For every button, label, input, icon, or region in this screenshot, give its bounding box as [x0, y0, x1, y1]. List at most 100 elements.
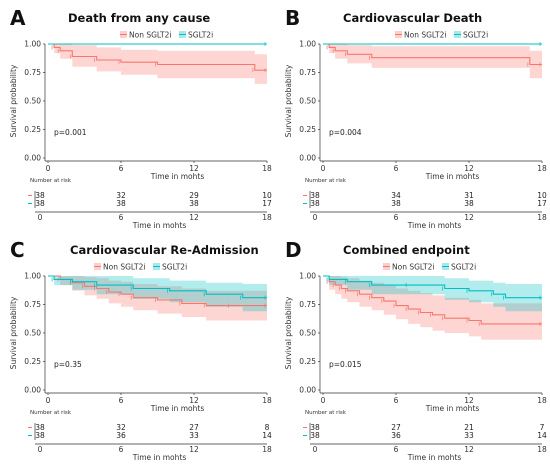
risk-x-axis-title: Time in mohts: [132, 221, 187, 230]
at-risk-count: 10: [537, 191, 547, 200]
risk-x-axis-title: Time in mohts: [407, 221, 462, 230]
y-tick-label: 0.00: [24, 386, 41, 395]
x-tick-label: 6: [119, 396, 124, 405]
legend: Non SGLT2i SGLT2i: [120, 31, 213, 40]
risk-table-heading: Number at risk: [305, 178, 347, 184]
at-risk-count: 29: [189, 191, 199, 200]
x-tick-label: 6: [394, 164, 399, 173]
y-tick-label: 0.50: [299, 329, 316, 338]
at-risk-count: 17: [537, 199, 547, 208]
x-axis-title: Time in mohts: [425, 404, 480, 413]
risk-x-tick-label: 0: [38, 213, 43, 222]
at-risk-count: 38: [35, 431, 45, 440]
confidence-band: [323, 44, 542, 79]
risk-x-tick-label: 0: [313, 445, 318, 454]
y-tick-label: 0.75: [24, 300, 41, 309]
risk-x-axis-title: Time in mohts: [132, 453, 187, 462]
legend-label: SGLT2i: [188, 31, 213, 40]
at-risk-count: 38: [35, 191, 45, 200]
at-risk-count: 7: [540, 423, 545, 432]
y-tick-label: 0.50: [299, 97, 316, 106]
y-tick-label: 0.25: [299, 357, 316, 366]
risk-x-tick-label: 12: [189, 213, 199, 222]
x-tick-label: 18: [262, 164, 272, 173]
at-risk-count: 34: [391, 191, 401, 200]
at-risk-count: 14: [262, 431, 272, 440]
y-tick-label: 0.00: [299, 386, 316, 395]
y-tick-label: 0.00: [24, 154, 41, 163]
at-risk-count: 38: [310, 431, 320, 440]
risk-x-tick-label: 12: [464, 213, 474, 222]
panel-letter: A: [10, 6, 26, 30]
risk-table-heading: Number at risk: [30, 410, 72, 416]
y-axis-title: Survival probability: [284, 296, 293, 369]
y-tick-label: 0.50: [24, 329, 41, 338]
legend-label: SGLT2i: [463, 31, 488, 40]
at-risk-count: 38: [189, 199, 199, 208]
risk-table-heading: Number at risk: [30, 178, 72, 184]
at-risk-count: 38: [464, 199, 474, 208]
axes: 0.00 0.25 0.50 0.75 1.00 0 6 12 18 Time in mohts S…: [284, 272, 547, 413]
p-value: p=0.004: [329, 128, 362, 137]
x-axis-title: Time in mohts: [425, 172, 480, 181]
survival-curve: [323, 43, 542, 66]
y-tick-label: 0.25: [24, 125, 41, 134]
y-tick-label: 0.75: [299, 300, 316, 309]
survival-curve: [323, 275, 542, 325]
y-tick-label: 1.00: [24, 272, 41, 281]
panel-death-any-cause: A Death from any cause Non SGLT2i SGLT2i 0.0…: [0, 0, 275, 232]
panel-letter: D: [285, 238, 302, 262]
risk-x-tick-label: 6: [119, 213, 124, 222]
at-risk-count: 38: [310, 423, 320, 432]
km-chart: A Death from any cause Non SGLT2i SGLT2i 0.0…: [9, 6, 272, 230]
risk-x-tick-label: 6: [394, 445, 399, 454]
at-risk-count: 27: [391, 423, 401, 432]
at-risk-count: 38: [35, 199, 45, 208]
risk-table-heading: Number at risk: [305, 410, 347, 416]
risk-table: Number at risk 38 32 27 8 38 36 33 14 0 6 12 18 Time …: [28, 410, 272, 462]
x-axis-title: Time in mohts: [150, 172, 205, 181]
x-axis-title: Time in mohts: [150, 404, 205, 413]
x-tick-label: 18: [537, 164, 547, 173]
p-value: p=0.001: [54, 128, 87, 137]
at-risk-count: 38: [35, 423, 45, 432]
y-axis-title: Survival probability: [284, 64, 293, 137]
x-tick-label: 12: [189, 164, 199, 173]
panel-cardiovascular-death: B Cardiovascular Death Non SGLT2i SGLT2i 0.0…: [275, 0, 550, 232]
risk-x-tick-label: 12: [464, 445, 474, 454]
at-risk-count: 31: [464, 191, 474, 200]
x-tick-label: 12: [464, 396, 474, 405]
panel-title: Death from any cause: [68, 11, 210, 25]
legend: Non SGLT2i SGLT2i: [94, 263, 187, 272]
at-risk-count: 38: [116, 199, 126, 208]
at-risk-count: 8: [265, 423, 270, 432]
risk-x-axis-title: Time in mohts: [407, 453, 462, 462]
y-tick-label: 0.25: [299, 125, 316, 134]
at-risk-count: 32: [116, 423, 126, 432]
x-tick-label: 6: [119, 164, 124, 173]
panel-cardiovascular-readmission: C Cardiovascular Re-Admission Non SGLT2i SG…: [0, 232, 275, 464]
y-axis-title: Survival probability: [9, 64, 18, 137]
risk-x-tick-label: 18: [262, 213, 272, 222]
y-tick-label: 1.00: [24, 40, 41, 49]
at-risk-count: 21: [464, 423, 474, 432]
km-chart: C Cardiovascular Re-Admission Non SGLT2i SG…: [9, 238, 272, 462]
x-tick-label: 6: [394, 396, 399, 405]
survival-curve: [323, 275, 542, 299]
panel-letter: B: [285, 6, 300, 30]
y-tick-label: 1.00: [299, 272, 316, 281]
legend-label: Non SGLT2i: [129, 31, 172, 40]
x-tick-label: 0: [321, 396, 326, 405]
risk-x-tick-label: 0: [313, 213, 318, 222]
y-tick-label: 0.50: [24, 97, 41, 106]
risk-x-tick-label: 6: [394, 213, 399, 222]
y-tick-label: 1.00: [299, 40, 316, 49]
survival-curve: [48, 275, 267, 299]
axes: 0.00 0.25 0.50 0.75 1.00 0 6 12 18 Time in mohts S…: [9, 272, 272, 413]
p-value: p=0.015: [329, 360, 362, 369]
at-risk-count: 38: [310, 199, 320, 208]
x-tick-label: 0: [46, 396, 51, 405]
